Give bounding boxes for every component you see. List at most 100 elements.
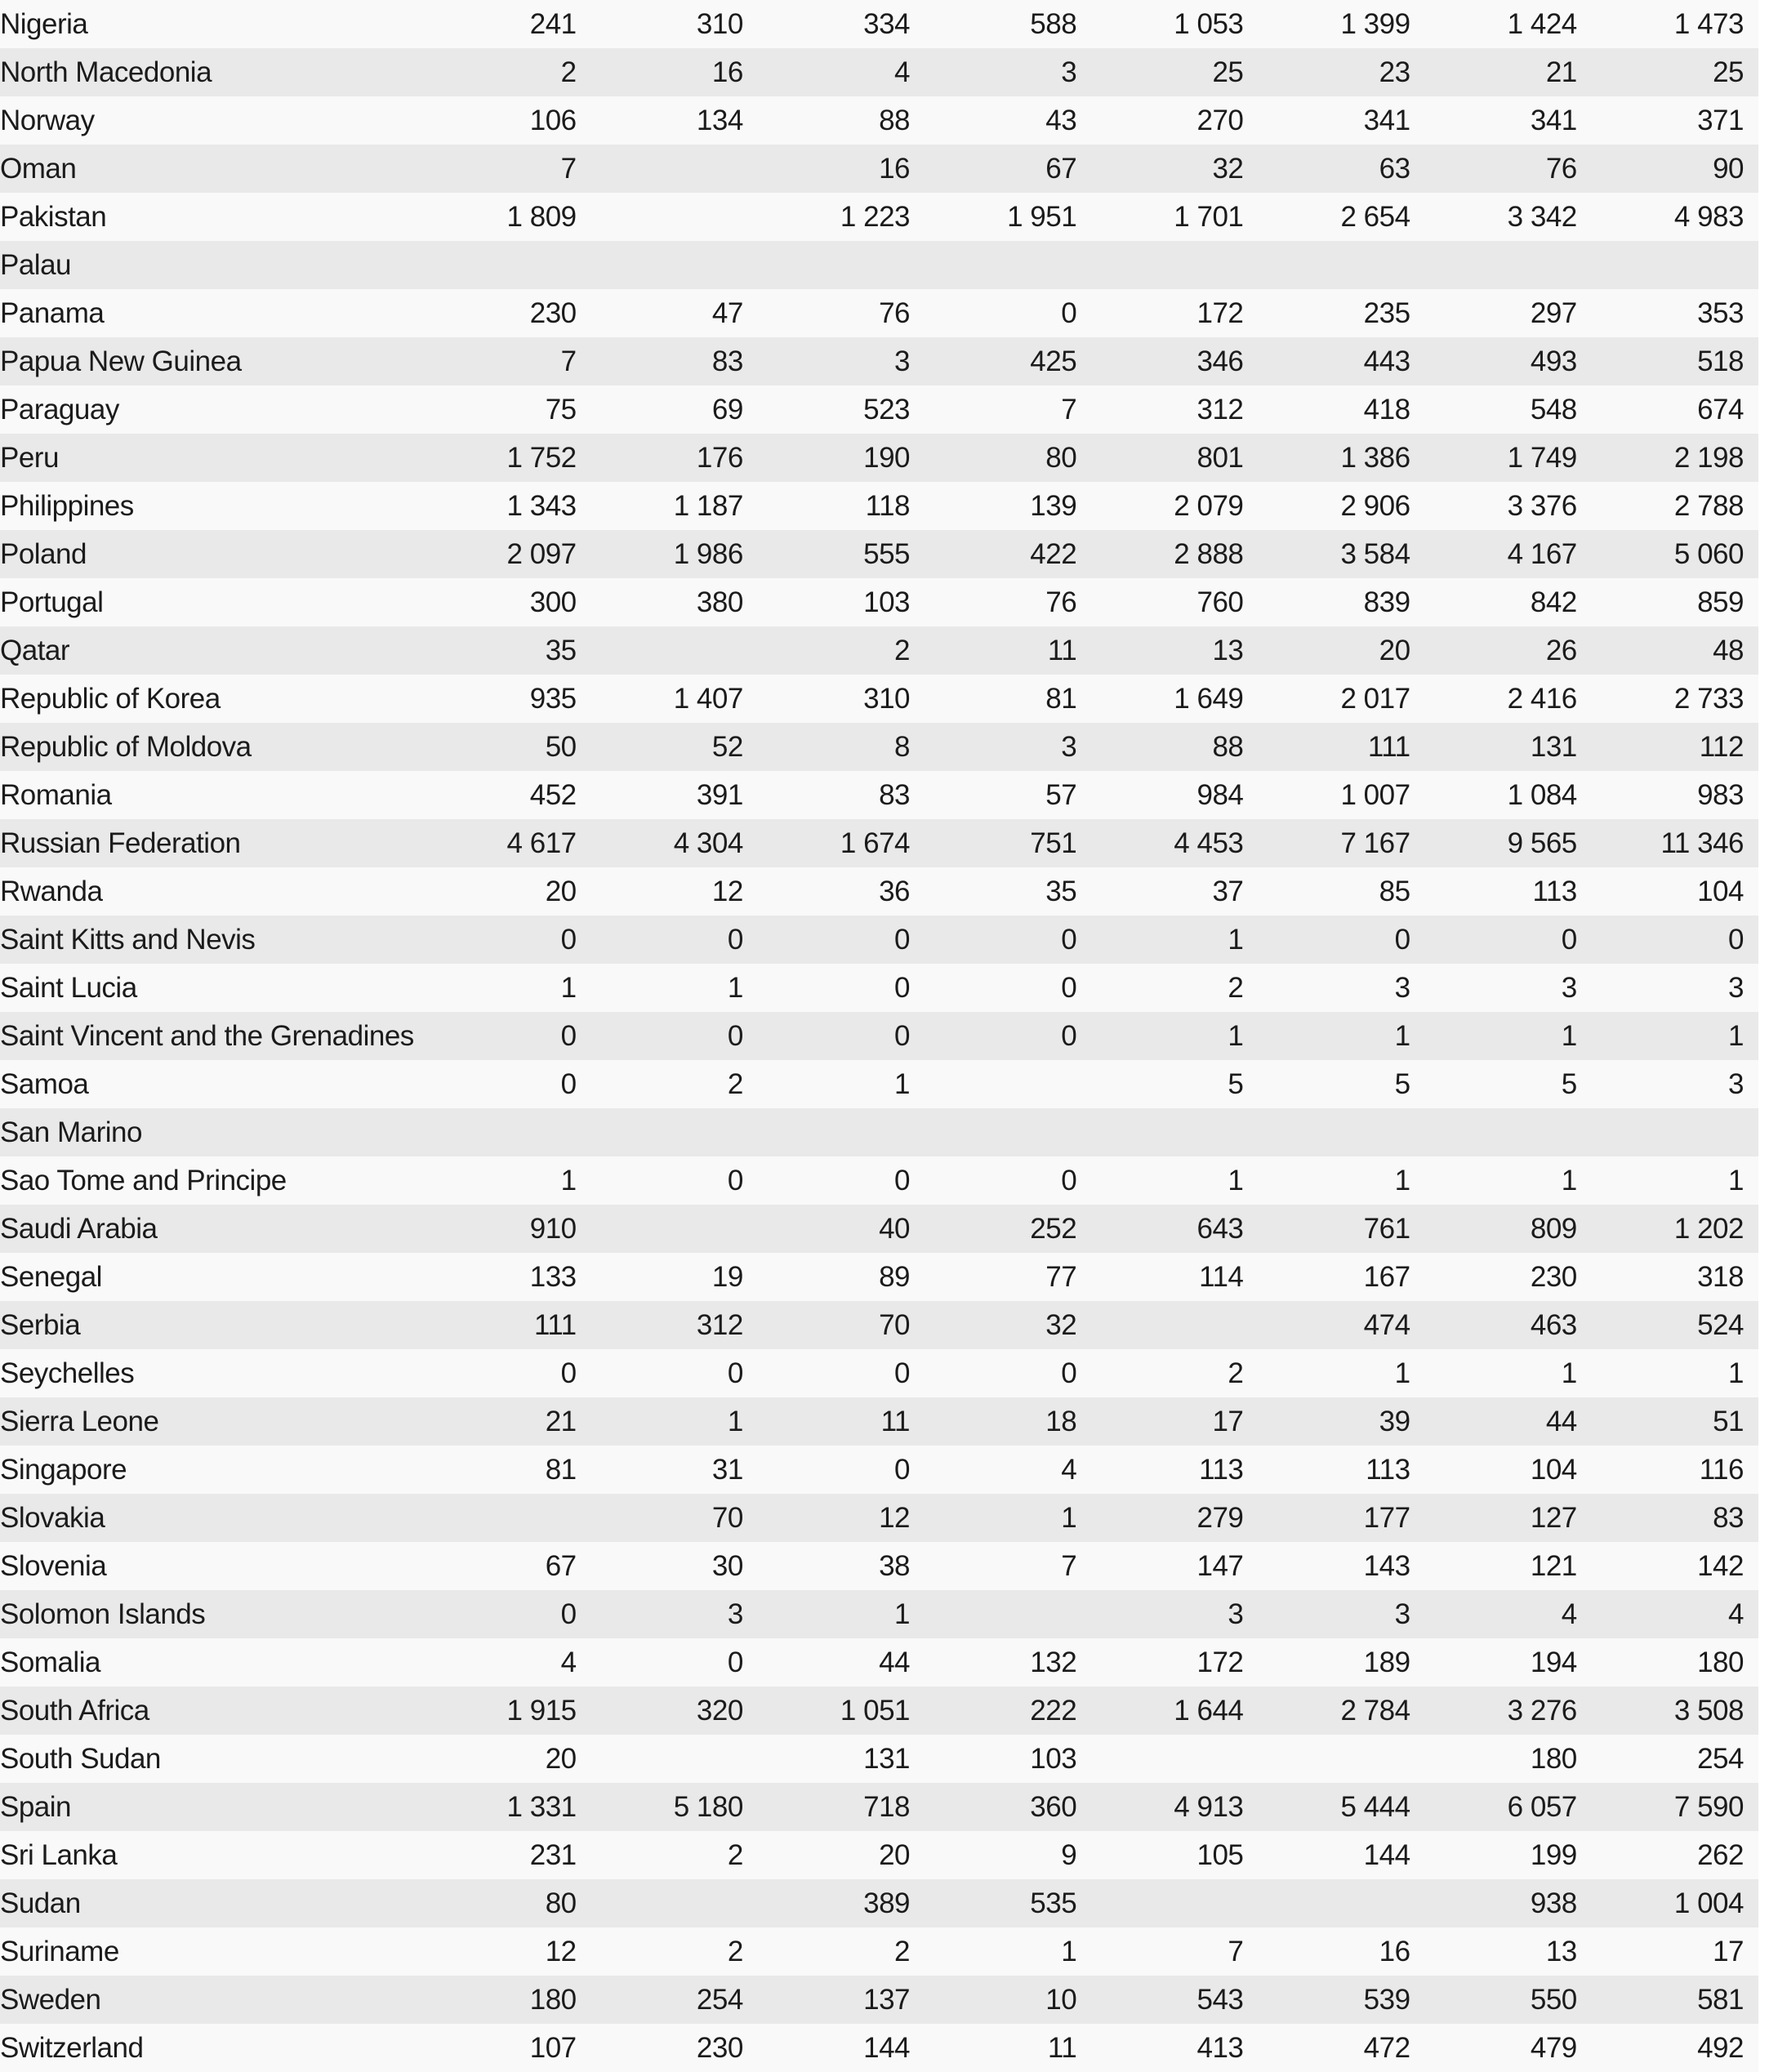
value-cell: 0 bbox=[894, 1453, 911, 1486]
table-row: Papua New Guinea 7 83 3 425 346 443 493 518 bbox=[0, 337, 1758, 385]
value-cell: 0 bbox=[1561, 923, 1577, 956]
value-cell: 51 bbox=[1713, 1405, 1744, 1437]
value-cell: 760 bbox=[1196, 586, 1244, 618]
country-cell: Romania bbox=[0, 778, 112, 811]
value-cell: 23 bbox=[1379, 56, 1410, 88]
value-cell: 2 017 bbox=[1340, 682, 1410, 715]
value-cell: 0 bbox=[894, 1164, 911, 1196]
value-cell: 910 bbox=[529, 1212, 577, 1245]
value-cell: 443 bbox=[1363, 345, 1410, 377]
value-cell: 3 bbox=[1728, 1067, 1744, 1100]
country-cell: Qatar bbox=[0, 634, 70, 666]
value-cell: 11 bbox=[880, 1405, 911, 1437]
value-cell: 103 bbox=[1030, 1742, 1077, 1775]
value-cell: 492 bbox=[1697, 2031, 1744, 2064]
value-cell: 67 bbox=[1045, 152, 1077, 185]
value-cell bbox=[409, 241, 576, 289]
value-cell: 5 bbox=[1394, 1067, 1410, 1100]
value-cell bbox=[1410, 1108, 1577, 1156]
value-cell: 20 bbox=[879, 1838, 911, 1871]
value-cell: 0 bbox=[894, 923, 911, 956]
value-cell: 0 bbox=[894, 1357, 911, 1389]
value-cell: 113 bbox=[1532, 875, 1577, 907]
value-cell: 52 bbox=[711, 730, 743, 763]
value-cell: 3 342 bbox=[1507, 200, 1578, 233]
table-row: Seychelles 0 0 0 0 2 1 1 1 bbox=[0, 1349, 1758, 1397]
value-cell: 341 bbox=[1363, 104, 1410, 136]
value-cell: 983 bbox=[1697, 778, 1744, 811]
value-cell: 20 bbox=[545, 875, 577, 907]
value-cell: 479 bbox=[1530, 2031, 1577, 2064]
value-cell: 0 bbox=[1061, 1357, 1077, 1389]
value-cell: 76 bbox=[1545, 152, 1577, 185]
value-cell: 1 007 bbox=[1340, 778, 1410, 811]
value-cell: 44 bbox=[1545, 1405, 1577, 1437]
value-cell: 3 508 bbox=[1673, 1694, 1745, 1727]
value-cell: 241 bbox=[529, 7, 577, 40]
value-cell: 9 565 bbox=[1507, 827, 1578, 859]
value-cell: 380 bbox=[696, 586, 743, 618]
value-cell: 235 bbox=[1363, 296, 1410, 329]
value-cell: 463 bbox=[1530, 1308, 1577, 1341]
value-cell: 133 bbox=[529, 1260, 577, 1293]
value-cell bbox=[1076, 1735, 1243, 1783]
value-cell: 7 bbox=[1228, 1935, 1244, 1967]
value-cell: 4 bbox=[894, 56, 911, 88]
value-cell bbox=[1577, 241, 1758, 289]
value-cell: 2 198 bbox=[1673, 441, 1745, 474]
value-cell: 1 809 bbox=[506, 200, 577, 233]
value-cell: 643 bbox=[1196, 1212, 1244, 1245]
value-cell: 0 bbox=[1728, 923, 1744, 956]
value-cell: 63 bbox=[1379, 152, 1410, 185]
value-cell: 3 376 bbox=[1507, 489, 1578, 522]
value-cell: 1 752 bbox=[506, 441, 577, 474]
value-cell bbox=[910, 1108, 1076, 1156]
value-cell: 67 bbox=[545, 1549, 577, 1582]
value-cell: 1 bbox=[1228, 923, 1244, 956]
table-row: Peru 1 752 176 190 80 801 1 386 1 749 2 198 bbox=[0, 434, 1758, 482]
value-cell: 32 bbox=[1212, 152, 1244, 185]
value-cell: 20 bbox=[1379, 634, 1410, 666]
value-cell: 137 bbox=[863, 1983, 911, 2016]
value-cell: 2 bbox=[894, 1935, 911, 1967]
value-cell bbox=[577, 1735, 743, 1783]
value-cell: 48 bbox=[1713, 634, 1744, 666]
value-cell: 7 bbox=[560, 345, 577, 377]
value-cell: 70 bbox=[711, 1501, 743, 1534]
value-cell: 76 bbox=[879, 296, 911, 329]
value-cell: 116 bbox=[1699, 1453, 1745, 1486]
value-cell: 75 bbox=[545, 393, 577, 426]
value-cell: 535 bbox=[1030, 1887, 1077, 1919]
table-row: San Marino bbox=[0, 1108, 1758, 1156]
value-cell: 47 bbox=[711, 296, 743, 329]
table-row: Saint Kitts and Nevis 0 0 0 0 1 0 0 0 bbox=[0, 916, 1758, 964]
value-cell: 984 bbox=[1196, 778, 1244, 811]
value-cell: 0 bbox=[894, 1019, 911, 1052]
value-cell: 543 bbox=[1196, 1983, 1244, 2016]
country-cell: Slovenia bbox=[0, 1549, 107, 1582]
value-cell: 1 bbox=[1228, 1019, 1244, 1052]
value-cell: 11 346 bbox=[1660, 827, 1745, 859]
value-cell: 180 bbox=[529, 1983, 577, 2016]
value-cell: 1 bbox=[727, 971, 743, 1004]
table-row: Norway 106 134 88 43 270 341 341 371 bbox=[0, 96, 1758, 145]
country-cell: Sao Tome and Principe bbox=[0, 1164, 287, 1196]
table-row: Republic of Moldova 50 52 8 3 88 111 131 112 bbox=[0, 723, 1758, 771]
value-cell: 3 bbox=[1728, 971, 1744, 1004]
value-cell: 16 bbox=[879, 152, 911, 185]
value-cell: 11 bbox=[1047, 634, 1077, 666]
value-cell bbox=[1076, 1108, 1243, 1156]
value-cell: 2 bbox=[1228, 971, 1244, 1004]
value-cell: 112 bbox=[1699, 730, 1745, 763]
value-cell: 0 bbox=[727, 923, 743, 956]
value-cell: 111 bbox=[1367, 730, 1410, 763]
value-cell: 0 bbox=[727, 1019, 743, 1052]
value-cell: 751 bbox=[1030, 827, 1077, 859]
value-cell: 3 584 bbox=[1340, 537, 1410, 570]
country-cell: Sri Lanka bbox=[0, 1838, 118, 1871]
value-cell: 2 bbox=[727, 1935, 743, 1967]
value-cell: 0 bbox=[560, 1357, 577, 1389]
country-cell: Saint Kitts and Nevis bbox=[0, 923, 256, 956]
table-row: Serbia 111 312 70 32 474 463 524 bbox=[0, 1301, 1758, 1349]
